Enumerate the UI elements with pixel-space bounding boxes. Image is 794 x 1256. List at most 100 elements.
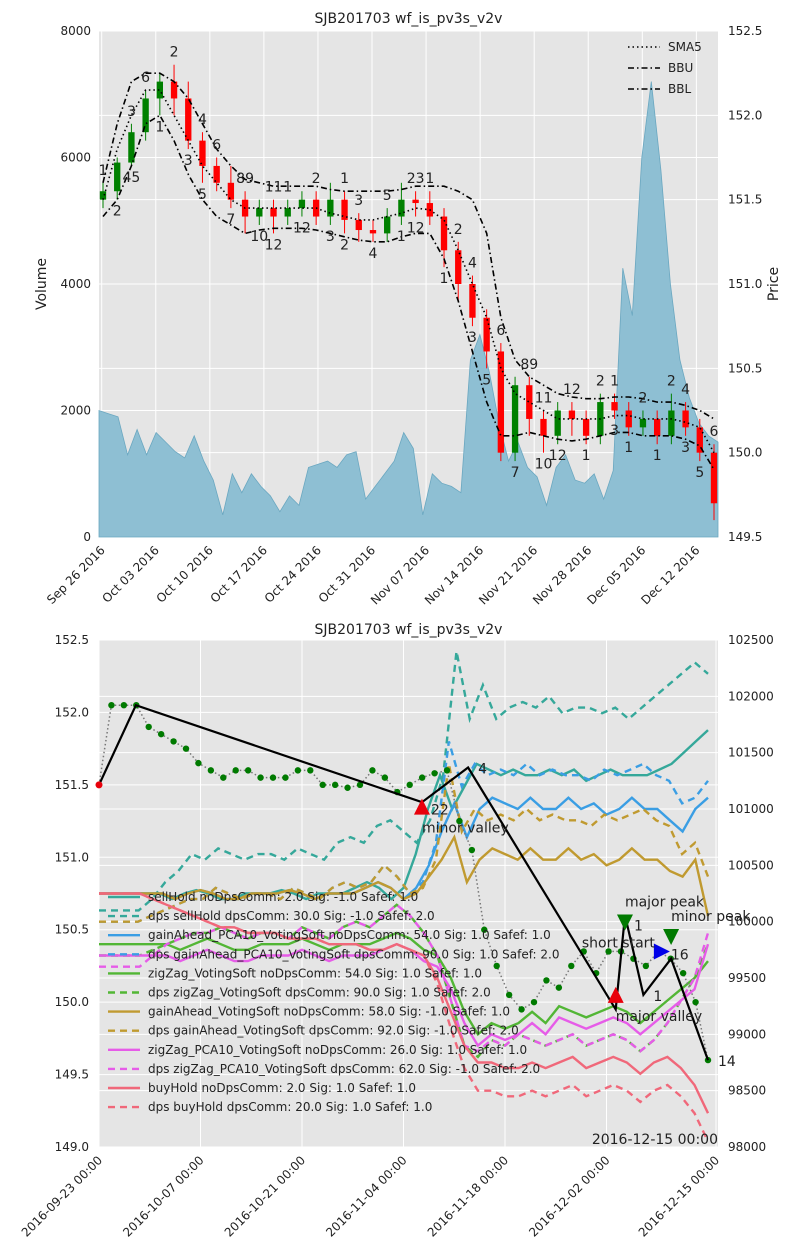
y-tick-right: 149.5 [728,530,762,544]
candle-annotation: 3 [468,330,477,346]
price-point [244,767,252,774]
x-tick-2: 2016-09-23 00:00 [19,1153,105,1239]
y-axis-label-left: Volume [34,258,50,310]
x-tick: Oct 10 2016 [154,543,216,605]
candle-body [199,140,206,166]
price-point [418,774,426,781]
price-point [108,701,115,709]
y-tick-right-2: 101000 [728,802,774,816]
event-marker [653,943,670,960]
x-tick-2: 2016-12-02 00:00 [526,1153,612,1239]
event-marker [616,914,633,931]
candle-annotation: 2 [312,171,321,187]
candle-body [668,410,675,436]
candle-annotation: 2 [170,45,179,61]
candle-annotation: 6 [212,138,221,154]
candle-body [639,418,647,428]
legend-label-2: dps sellHold dpsComm: 30.0 Sig: -1.0 Saf… [148,909,435,923]
series-line [99,763,710,923]
y-tick-right: 152.5 [728,24,762,38]
candle-body [369,230,377,234]
candle-annotation: 1 [397,229,406,245]
series-line [99,903,710,1053]
x-tick-2: 2016-10-21 00:00 [222,1153,308,1239]
bbl-line [102,114,715,470]
legend-label-2: dps buyHold dpsComm: 20.0 Sig: 1.0 Safef… [148,1100,432,1114]
x-tick: Oct 24 2016 [262,543,324,605]
y-tick-left: 0 [83,530,91,544]
candle-body [497,351,505,453]
price-point [431,770,438,777]
candle-body [554,410,561,436]
point-label: 4 [478,761,487,777]
price-point [331,781,339,789]
candle-body [511,385,519,453]
candle-annotation: 2 [113,204,122,220]
price-point [605,948,612,955]
candle-body [653,418,661,436]
candle-body [114,162,121,192]
candle-annotation: 4 [198,112,207,128]
candle-body [99,191,107,200]
candle-annotation: 11 [535,391,553,407]
candle-annotation: 5 [482,372,491,388]
candle-annotation: 1 [99,163,108,179]
candle-annotation: 11 [265,180,283,196]
marker-text: minor peak [671,909,751,925]
y-tick-left-2: 151.0 [55,850,89,864]
candle-body [611,402,618,411]
point-label: 1 [653,989,662,1005]
candle-body [185,98,192,141]
candle-annotation: 10 [250,229,268,245]
candle-annotation: 5 [383,188,392,204]
candle-annotation: 3 [127,104,136,120]
price-point [518,1006,525,1013]
point-label: 14 [718,1054,736,1070]
price-point [232,767,239,774]
y-tick-left-2: 152.0 [55,705,89,719]
legend-label-2: zigZag_VotingSoft noDpsComm: 54.0 Sig: 1… [148,966,482,980]
candle-body [540,418,547,436]
candle-annotation: 4 [468,256,477,272]
candle-body [469,284,476,318]
price-point [642,962,650,970]
legend-label-2: gainAhead_VotingSoft noDpsComm: 58.0 Sig… [148,1005,510,1019]
candle-annotation: 12 [265,237,283,253]
series-line [99,651,709,912]
legend-label-2: dps gainAhead_PCA10_VotingSoft dpsComm: … [148,947,559,961]
y-tick-right-2: 101500 [728,746,774,760]
legend-label: SMA5 [668,40,702,54]
candle-body [213,165,220,183]
candle-annotation: 1 [425,171,434,187]
y-tick-left: 6000 [60,151,91,165]
legend-label: BBL [668,82,691,96]
candle-body [170,81,178,99]
price-point [207,767,215,774]
y-tick-left-2: 152.5 [55,633,89,647]
candle-annotation: 7 [226,212,235,228]
y-tick-right: 151.0 [728,277,762,291]
candle-body [412,199,419,204]
price-point [543,977,550,984]
x-tick: Sep 26 2016 [44,543,108,607]
y-tick-right-2: 98000 [728,1140,766,1154]
candle-body [327,199,334,217]
price-point [120,701,128,709]
y-axis-label-right: Price [766,267,782,301]
y-tick-left-2: 150.5 [55,923,89,937]
candle-annotation: 1 [440,271,449,287]
candle-annotation: 5 [695,465,704,481]
price-point [257,774,264,781]
candle-body [440,216,448,251]
candle-body [526,385,533,419]
candle-annotation: 5 [198,187,207,203]
x-tick-2: 2016-12-15 00:00 [636,1153,722,1239]
candle-body [455,250,462,284]
chart-title-2: SJB201703 wf_is_pv3s_v2v [315,622,503,638]
series-line [99,834,710,917]
candle-annotation: 1 [283,180,292,196]
price-point [356,781,364,789]
candle-annotation: 4 [681,382,690,398]
marker-label: 16 [671,947,689,963]
